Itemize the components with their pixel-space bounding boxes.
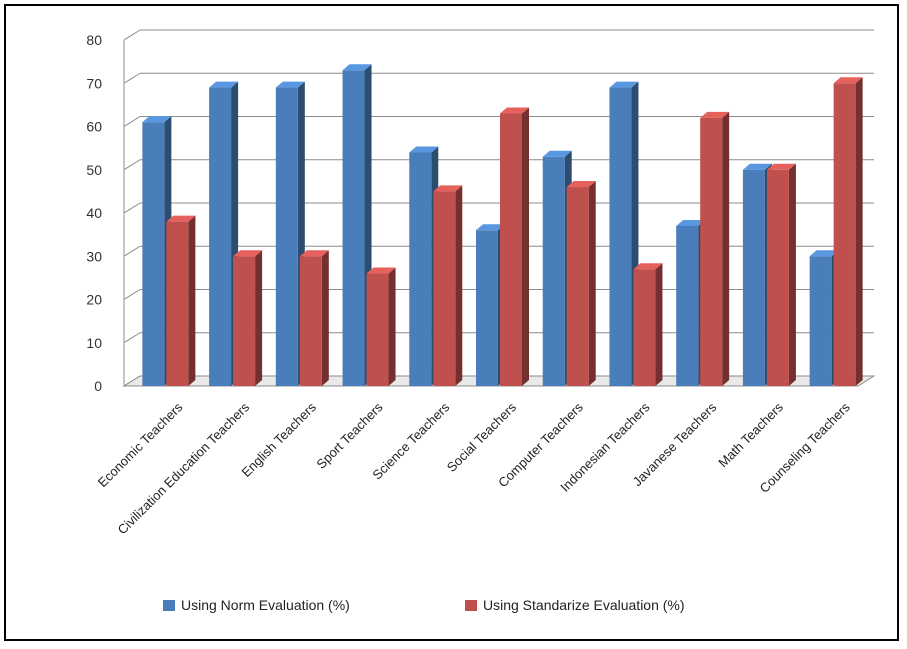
y-tick-label: 0 — [94, 378, 102, 394]
bar-front — [233, 256, 256, 386]
bar-front — [366, 273, 389, 386]
bar-top — [342, 64, 372, 71]
bars-layer — [142, 64, 863, 387]
bar-side — [455, 185, 463, 386]
x-tick-label: Social Teachers — [444, 399, 520, 475]
legend-label-norm: Using Norm Evaluation (%) — [181, 597, 350, 613]
bar-top — [233, 250, 263, 257]
x-tick-label: Math Teachers — [715, 399, 786, 470]
bar — [833, 77, 863, 386]
bar-front — [766, 169, 789, 386]
y-tick-label: 60 — [86, 119, 102, 135]
bar-front — [676, 225, 699, 386]
gridline-depth — [123, 29, 141, 41]
bar-side — [321, 250, 329, 386]
bar-side — [722, 111, 730, 386]
bar — [500, 107, 529, 387]
bar-side — [855, 77, 863, 386]
bar — [166, 215, 196, 386]
bar-side — [255, 250, 263, 386]
bar-front — [433, 191, 456, 386]
bar — [700, 111, 730, 386]
y-tick-label: 40 — [86, 205, 102, 221]
y-tick-label: 10 — [86, 335, 102, 351]
bar-side — [788, 163, 796, 386]
legend-swatch-standarize — [465, 600, 477, 611]
bar-front — [342, 70, 365, 387]
x-tick-label: Sport Teachers — [313, 399, 386, 472]
legend: Using Norm Evaluation (%) Using Standari… — [163, 597, 685, 613]
bar-top — [633, 263, 663, 270]
legend-swatch-norm — [163, 600, 175, 611]
bar-front — [542, 156, 565, 386]
y-tick-label: 70 — [86, 75, 102, 91]
bar-front — [566, 187, 589, 386]
bar-top — [166, 215, 196, 222]
gridline-depth — [123, 332, 141, 344]
bar-top — [676, 219, 706, 226]
bar-front — [633, 269, 656, 386]
bar-top — [500, 107, 529, 114]
gridline-depth — [123, 245, 141, 257]
bar-front — [700, 117, 723, 386]
gridline-depth — [123, 159, 141, 171]
bar — [633, 263, 663, 386]
bar-top — [476, 224, 505, 231]
bar-side — [388, 267, 396, 386]
bar-top — [700, 111, 730, 118]
bar-top — [299, 250, 329, 257]
legend-label-standarize: Using Standarize Evaluation (%) — [483, 597, 685, 613]
gridline-depth — [123, 116, 141, 127]
bar-front — [476, 230, 498, 386]
y-tick-label: 80 — [86, 32, 102, 48]
y-tick-label: 30 — [86, 248, 102, 264]
bar — [299, 250, 329, 386]
bar-top — [209, 81, 239, 88]
bar-top — [433, 185, 463, 192]
bar — [209, 81, 239, 386]
bar-top — [409, 146, 439, 153]
bar-front — [742, 169, 765, 386]
bar-side — [588, 181, 596, 386]
bar — [609, 81, 639, 386]
bar — [233, 250, 263, 386]
gridline-depth — [123, 72, 141, 84]
bar-front — [500, 113, 522, 387]
bar — [433, 185, 463, 386]
y-tick-label: 50 — [86, 162, 102, 178]
bar-top — [833, 77, 863, 84]
bar — [766, 163, 796, 386]
y-tick-label: 20 — [86, 292, 102, 308]
bar-front — [166, 221, 189, 386]
bar-top — [809, 250, 839, 257]
bar-top — [566, 181, 596, 188]
bar-top — [609, 81, 639, 88]
gridline-depth — [123, 289, 141, 300]
bar-front — [275, 87, 298, 386]
bar-top — [742, 163, 772, 170]
bar-top — [766, 163, 796, 170]
bar — [566, 181, 596, 386]
bar-top — [366, 267, 396, 274]
bar-side — [188, 215, 196, 386]
bar-front — [409, 152, 432, 386]
bar-front — [809, 256, 832, 386]
bar-top — [275, 81, 305, 88]
bar-side — [655, 263, 663, 386]
bar-front — [299, 256, 322, 386]
bar-top — [542, 150, 572, 157]
gridline-depth — [123, 202, 141, 214]
bar-front — [142, 122, 165, 387]
bar — [366, 267, 396, 386]
bar-front — [209, 87, 232, 386]
bar-front — [833, 83, 856, 386]
bar-top — [142, 116, 172, 123]
bar-side — [522, 107, 529, 387]
bar-front — [609, 87, 632, 386]
x-tick-label: Civilization Education Teachers — [115, 399, 253, 537]
